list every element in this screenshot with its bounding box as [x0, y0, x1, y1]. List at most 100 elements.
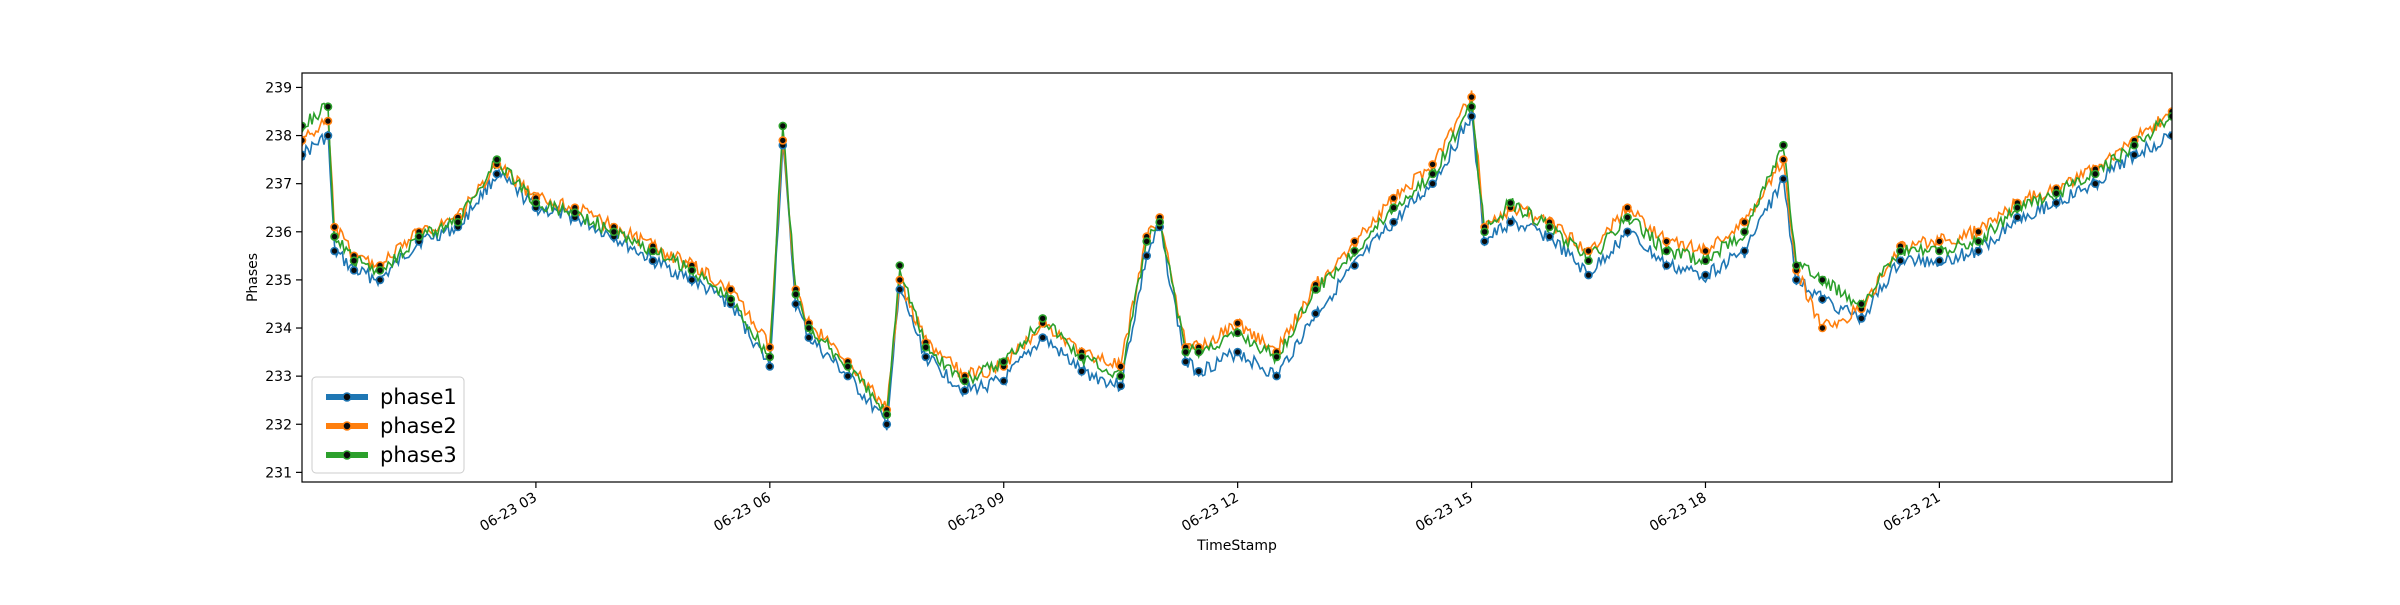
- x-tick-label: 06-23 03: [477, 490, 540, 535]
- data-point-phase2: [895, 275, 905, 285]
- data-point-phase3: [921, 342, 931, 352]
- data-point-phase3: [1896, 246, 1905, 256]
- data-point-phase2: [1740, 217, 1749, 227]
- data-point-phase3: [882, 410, 892, 419]
- data-point-phase3: [1623, 213, 1632, 222]
- data-point-phase3: [2167, 112, 2172, 121]
- data-point-phase3: [1857, 299, 1866, 309]
- legend-label-phase2: phase2: [380, 414, 457, 438]
- data-point-phase1: [2167, 131, 2172, 140]
- x-tick-label: 06-23 15: [1413, 490, 1476, 535]
- data-point-phase3: [1155, 217, 1164, 227]
- legend-marker-phase2: [342, 421, 352, 431]
- data-point-phase2: [330, 222, 339, 232]
- data-point-phase1: [1662, 261, 1671, 270]
- data-point-phase2: [323, 116, 333, 126]
- data-point-phase1: [1740, 246, 1749, 256]
- data-point-phase3: [1181, 347, 1190, 357]
- data-point-phase2: [1116, 362, 1125, 371]
- data-point-phase3: [1818, 275, 1827, 285]
- data-point-phase1: [895, 285, 905, 294]
- data-point-phase3: [1038, 314, 1047, 323]
- data-point-phase2: [302, 136, 307, 145]
- data-point-phase3: [1467, 102, 1476, 111]
- data-point-phase2: [1935, 237, 1944, 246]
- data-point-phase3: [323, 102, 333, 111]
- data-point-phase3: [2052, 189, 2061, 198]
- data-point-phase1: [323, 131, 333, 140]
- y-tick-label: 232: [265, 417, 292, 433]
- legend-label-phase1: phase1: [380, 385, 457, 409]
- data-point-phase1: [1545, 232, 1554, 241]
- data-point-phase2: [1974, 227, 1983, 237]
- data-point-phase1: [843, 371, 853, 381]
- data-point-phase1: [1194, 366, 1203, 376]
- data-point-phase1: [1272, 371, 1281, 381]
- data-point-phase2: [1662, 237, 1671, 246]
- data-point-phase1: [2091, 179, 2100, 188]
- x-tick-label: 06-23 18: [1647, 490, 1710, 535]
- data-point-phase3: [1740, 227, 1749, 237]
- data-point-phase3: [609, 227, 619, 237]
- data-point-phase3: [1480, 227, 1489, 237]
- data-point-phase3: [1545, 222, 1554, 232]
- data-point-phase1: [1116, 381, 1125, 391]
- data-point-phase3: [1701, 256, 1710, 266]
- data-point-phase1: [1467, 112, 1476, 121]
- data-point-phase1: [1896, 256, 1905, 266]
- data-point-phase3: [531, 198, 541, 208]
- legend-label-phase3: phase3: [380, 443, 457, 467]
- data-point-phase1: [1142, 251, 1151, 261]
- data-point-phase2: [1584, 246, 1593, 256]
- marker-layer: [302, 92, 2172, 429]
- data-point-phase1: [349, 265, 359, 275]
- data-point-phase3: [1779, 140, 1788, 150]
- data-point-phase3: [726, 294, 736, 304]
- legend-marker-phase1: [342, 392, 352, 402]
- data-point-phase3: [1389, 203, 1398, 212]
- data-point-phase1: [1779, 174, 1788, 184]
- data-point-phase3: [349, 256, 359, 266]
- data-point-phase2: [1779, 155, 1788, 164]
- data-point-phase2: [1350, 237, 1359, 246]
- data-point-phase3: [843, 362, 853, 371]
- data-point-phase3: [765, 352, 775, 362]
- y-tick-label: 233: [265, 369, 292, 385]
- data-point-phase3: [1350, 246, 1359, 256]
- data-point-phase1: [960, 386, 970, 395]
- series-line-phase2: [302, 90, 2172, 412]
- y-tick-label: 237: [265, 177, 292, 193]
- data-point-phase1: [2052, 198, 2061, 208]
- data-point-phase3: [1428, 169, 1437, 179]
- data-point-phase1: [1701, 270, 1710, 280]
- data-point-phase3: [1233, 328, 1242, 338]
- data-point-phase1: [1428, 179, 1437, 188]
- data-point-phase1: [1077, 366, 1086, 376]
- data-point-phase2: [1389, 193, 1398, 203]
- data-point-phase1: [999, 376, 1009, 386]
- series-line-phase3: [302, 99, 2172, 420]
- data-point-phase2: [778, 136, 788, 145]
- data-point-phase3: [1077, 352, 1086, 362]
- data-point-phase1: [687, 275, 697, 285]
- data-point-phase3: [999, 357, 1009, 367]
- data-point-phase1: [1311, 309, 1320, 318]
- y-tick-label: 236: [265, 225, 292, 241]
- data-point-phase1: [1935, 256, 1944, 266]
- y-axis: 231 232 233 234 235 236 237 238 239: [265, 80, 302, 481]
- data-point-phase1: [330, 246, 339, 256]
- data-point-phase1: [1857, 314, 1866, 323]
- data-point-phase3: [687, 265, 697, 275]
- data-point-phase3: [375, 265, 385, 275]
- data-point-phase1: [882, 419, 892, 429]
- data-point-phase1: [765, 362, 775, 371]
- data-point-phase1: [492, 169, 502, 179]
- data-point-phase1: [1974, 246, 1983, 256]
- data-point-phase3: [1116, 371, 1125, 381]
- x-axis-label: TimeStamp: [1196, 538, 1277, 554]
- data-point-phase2: [1428, 160, 1437, 169]
- data-point-phase1: [302, 150, 307, 160]
- data-point-phase3: [1272, 352, 1281, 362]
- x-tick-label: 06-23 09: [945, 490, 1008, 535]
- plot-frame: [301, 72, 2173, 483]
